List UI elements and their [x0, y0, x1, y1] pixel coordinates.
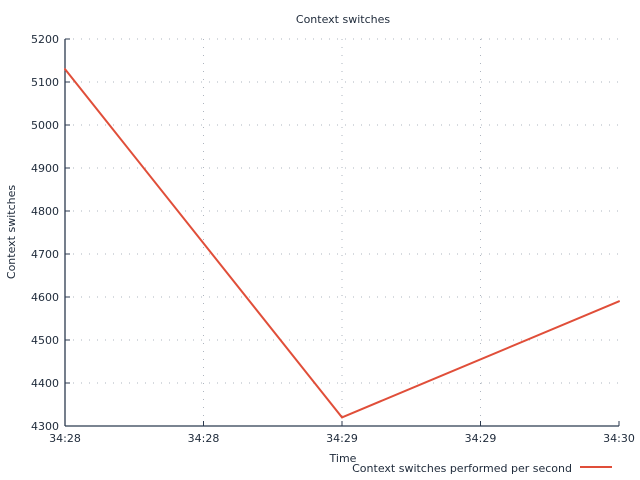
x-axis-label: Time: [329, 452, 357, 465]
data-point: [618, 300, 620, 303]
legend-label: Context switches performed per second: [352, 462, 572, 475]
y-tick-label: 4900: [31, 162, 59, 175]
y-tick-label: 4600: [31, 291, 59, 304]
y-axis-label: Context switches: [5, 185, 18, 279]
y-tick-label: 4500: [31, 334, 59, 347]
series-line: [64, 68, 620, 419]
y-tick-label: 4400: [31, 377, 59, 390]
data-point: [341, 416, 343, 419]
data-point: [64, 68, 66, 71]
y-tick-label: 4800: [31, 205, 59, 218]
x-tick-label: 34:28: [188, 432, 220, 445]
x-tick-label: 34:29: [465, 432, 497, 445]
y-axis-ticks: 4300 4400 4500 4600 4700 4800 4900 5000 5100 5200: [31, 33, 70, 433]
x-tick-label: 34:28: [49, 432, 81, 445]
x-tick-label: 34:30: [603, 432, 635, 445]
chart-title: Context switches: [296, 13, 390, 26]
y-tick-label: 5200: [31, 33, 59, 46]
series-layer: [64, 68, 620, 419]
x-axis-ticks: 34:28 34:28 34:29 34:29 34:30: [49, 421, 635, 445]
grid: [65, 38, 619, 426]
y-tick-label: 5100: [31, 76, 59, 89]
y-tick-label: 4700: [31, 248, 59, 261]
x-tick-label: 34:29: [326, 432, 358, 445]
legend: Context switches performed per second: [352, 462, 612, 475]
y-tick-label: 4300: [31, 420, 59, 433]
y-tick-label: 5000: [31, 119, 59, 132]
